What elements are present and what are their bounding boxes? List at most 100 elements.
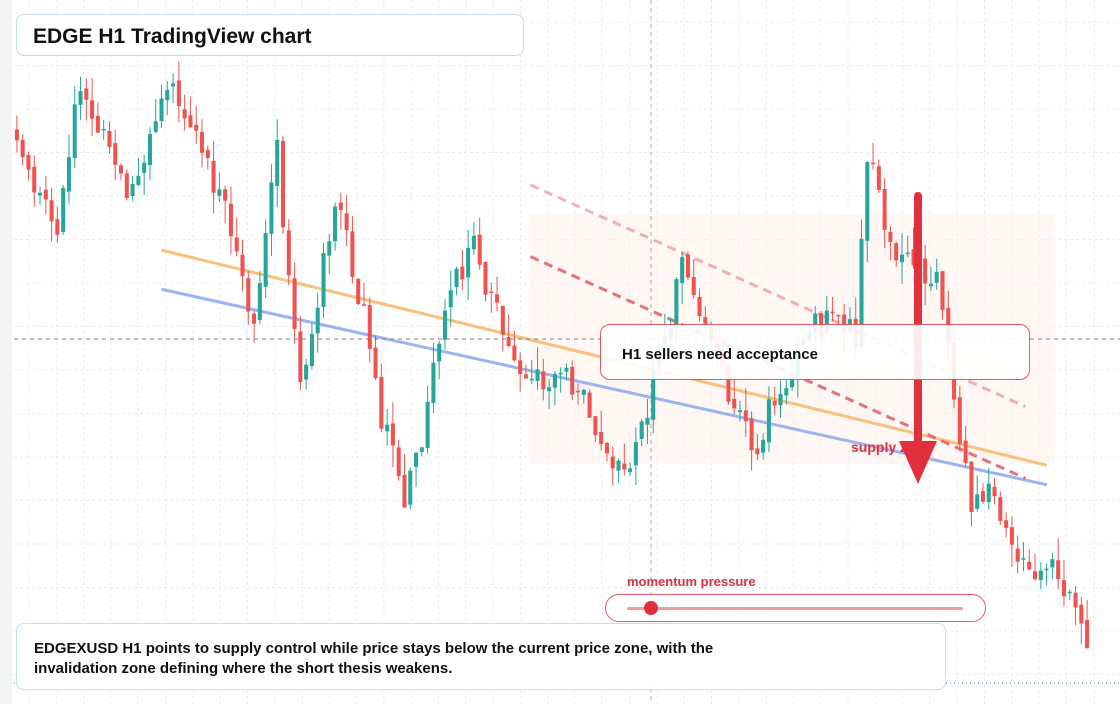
candle-body [743, 410, 748, 422]
candle-body [188, 115, 193, 128]
candle-body [113, 143, 118, 165]
candle [263, 219, 268, 298]
candle [1044, 563, 1049, 586]
candle [894, 241, 899, 267]
candle-body [223, 189, 228, 201]
candle-body [552, 373, 557, 388]
candle [685, 251, 690, 280]
candle-body [790, 375, 795, 388]
candle-body [992, 486, 997, 497]
candle [593, 415, 598, 443]
candle [743, 388, 748, 437]
candle [309, 322, 314, 370]
candle [101, 119, 106, 140]
summary-panel: EDGEXUSD H1 points to supply control whi… [16, 623, 946, 690]
candle [564, 363, 569, 381]
candle [390, 402, 395, 468]
candle-body [460, 266, 465, 280]
candle [385, 408, 390, 446]
candle [419, 446, 424, 457]
candle-body [327, 241, 332, 256]
candle-body [165, 89, 170, 101]
candle [778, 380, 783, 418]
candle-body [367, 305, 372, 349]
candle-body [599, 432, 604, 444]
candle-body [199, 131, 205, 153]
candle [448, 270, 453, 327]
candle [431, 342, 436, 414]
candle [38, 186, 43, 205]
candle-body [1067, 591, 1072, 594]
candle [576, 383, 581, 405]
candle [610, 447, 615, 486]
candle [1038, 562, 1043, 590]
candle [171, 73, 176, 103]
candle-body [639, 421, 644, 439]
candle-body [292, 278, 297, 329]
candle [980, 483, 986, 505]
candle-body [228, 203, 233, 237]
candle-body [830, 311, 835, 314]
candle-body [136, 175, 141, 186]
candle [240, 239, 245, 292]
candle [1085, 599, 1090, 649]
candle [466, 229, 471, 301]
candle [969, 461, 974, 527]
candle-body [969, 461, 974, 513]
candle [228, 186, 233, 255]
candle-body [975, 494, 980, 509]
candle-body [454, 268, 459, 288]
candle-body [26, 154, 31, 170]
candle [176, 61, 181, 123]
candle-body [755, 448, 760, 455]
candle [628, 462, 633, 476]
candle-body [414, 452, 419, 467]
candle-body [483, 261, 488, 295]
candle [639, 419, 644, 447]
candle-body [1027, 561, 1032, 570]
candle-body [1033, 571, 1038, 580]
candle-body [957, 397, 962, 445]
candle-body [471, 235, 476, 250]
momentum-knob[interactable] [643, 601, 658, 615]
candle-body [55, 219, 60, 235]
candle [587, 389, 592, 419]
candle-body [385, 424, 390, 432]
callout-text: H1 sellers need acceptance [622, 346, 818, 363]
candle [211, 141, 216, 214]
candle-body [772, 400, 777, 406]
candle-body [448, 290, 453, 308]
candle-body [529, 378, 534, 381]
candle [26, 151, 31, 181]
candle-body [616, 460, 621, 471]
summary-text: EDGEXUSD H1 points to supply control whi… [34, 640, 714, 677]
candle-body [379, 376, 384, 429]
candle-body [813, 313, 818, 333]
candle-body [182, 109, 187, 119]
candle-body [1004, 520, 1009, 528]
candle-body [940, 271, 945, 311]
candle [414, 451, 419, 487]
candle [1061, 559, 1066, 607]
candle [888, 226, 893, 261]
candle [147, 127, 152, 181]
candle [1067, 589, 1072, 601]
down-arrow [899, 192, 937, 484]
candle-body [489, 291, 494, 293]
trendline-blue [161, 287, 1048, 487]
candle [66, 134, 71, 204]
candle-body [500, 305, 505, 335]
candle [1021, 541, 1026, 572]
candle [257, 270, 262, 325]
candle [234, 217, 239, 257]
candle-body [622, 463, 627, 470]
candle-body [651, 369, 656, 420]
candle [749, 411, 754, 471]
candle [581, 388, 586, 404]
candle [755, 434, 760, 461]
candle [506, 314, 511, 348]
candle [136, 158, 141, 186]
candle [84, 78, 89, 121]
momentum-slider[interactable] [605, 594, 986, 622]
candle-body [633, 442, 638, 466]
